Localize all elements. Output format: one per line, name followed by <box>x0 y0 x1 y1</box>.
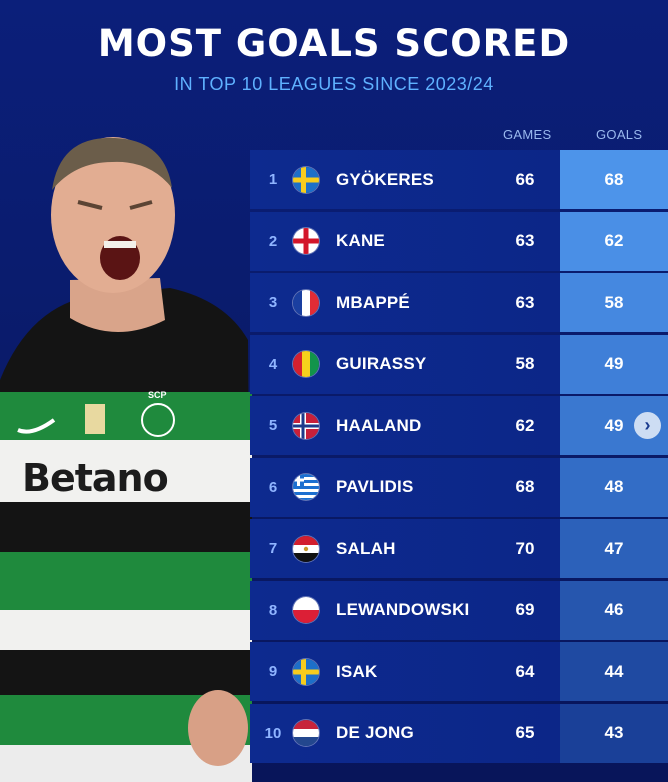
france-flag-icon <box>293 289 319 316</box>
rank-number: 6 <box>268 478 278 496</box>
goals-column-header: GOALS <box>596 127 643 142</box>
netherlands-flag-icon <box>293 720 319 746</box>
player-name: SALAH <box>336 538 396 558</box>
games-value: 58 <box>515 354 535 373</box>
games-value: 62 <box>515 415 535 435</box>
games-value: 69 <box>515 600 535 619</box>
games-value: 63 <box>515 231 535 250</box>
table-row: 3 MBAPPÉ 63 58 <box>250 273 668 332</box>
goals-value: 48 <box>560 457 668 517</box>
games-value: 64 <box>515 661 535 681</box>
games-value: 66 <box>515 169 535 189</box>
table-row: 6 PAVLIDIS 68 48 <box>250 457 668 517</box>
poland-flag-icon <box>293 597 319 623</box>
goals-value: 58 <box>560 273 668 332</box>
games-value: 63 <box>515 292 535 312</box>
games-value: 68 <box>515 477 535 496</box>
player-name: GUIRASSY <box>336 354 427 373</box>
table-row: 10 DE JONG 65 43 <box>250 703 668 763</box>
player-name: KANE <box>336 231 385 250</box>
player-name: PAVLIDIS <box>336 477 414 496</box>
table-row: 1 GYÖKERES 66 68 <box>250 150 668 209</box>
rank-number: 8 <box>268 601 278 619</box>
shirt-sponsor: Betano <box>22 456 169 500</box>
table-row: 8 LEWANDOWSKI 69 46 <box>250 580 668 640</box>
table-row: 9 ISAK 64 44 <box>250 642 668 701</box>
rank-number: 1 <box>268 171 278 188</box>
rank-number: 10 <box>264 724 282 742</box>
scorers-table: 1 GYÖKERES 66 68 2 KANE 63 62 3 MBAPPÉ 63 58 4 GUIRAS… <box>250 150 668 765</box>
player-name: LEWANDOWSKI <box>336 600 470 619</box>
table-row: 2 KANE 63 62 <box>250 211 668 271</box>
games-value: 65 <box>515 723 535 742</box>
player-image: Betano SCP <box>0 130 252 782</box>
rank-number: 3 <box>268 294 278 311</box>
rank-number: 5 <box>268 417 278 434</box>
greece-flag-icon <box>293 474 319 500</box>
guinea-flag-icon <box>293 351 319 377</box>
table-row: 4 GUIRASSY 58 49 <box>250 334 668 394</box>
goals-value: 62 <box>560 211 668 271</box>
next-arrow-button[interactable]: › <box>634 412 661 439</box>
goals-value: 47 <box>560 519 668 578</box>
page-subtitle: IN TOP 10 LEAGUES SINCE 2023/24 <box>174 74 494 94</box>
chevron-right-icon: › <box>644 415 651 435</box>
goals-value: 49 <box>560 334 668 394</box>
england-flag-icon <box>293 228 319 254</box>
rank-number: 9 <box>268 663 278 680</box>
table-row: 7 SALAH 70 47 <box>250 519 668 578</box>
player-name: HAALAND <box>336 415 422 435</box>
games-column-header: GAMES <box>503 127 552 142</box>
rank-number: 4 <box>268 355 278 373</box>
player-name: GYÖKERES <box>336 169 434 189</box>
player-name: MBAPPÉ <box>336 292 410 312</box>
egypt-flag-icon <box>293 535 319 562</box>
goals-value: 46 <box>560 580 668 640</box>
player-name: DE JONG <box>336 723 414 742</box>
rank-number: 7 <box>268 540 278 557</box>
player-name: ISAK <box>336 661 378 681</box>
sweden-flag-icon <box>293 166 319 193</box>
page-title: MOST GOALS SCORED <box>97 22 571 65</box>
rank-number: 2 <box>268 232 278 250</box>
sweden-flag-icon <box>293 658 319 685</box>
goals-value: 44 <box>560 642 668 701</box>
club-crest-text: SCP <box>148 390 167 400</box>
norway-flag-icon <box>293 412 319 439</box>
games-value: 70 <box>515 538 535 558</box>
table-row: 5 HAALAND 62 49 › <box>250 396 668 455</box>
goals-value: 68 <box>560 150 668 209</box>
goals-value: 43 <box>560 703 668 763</box>
